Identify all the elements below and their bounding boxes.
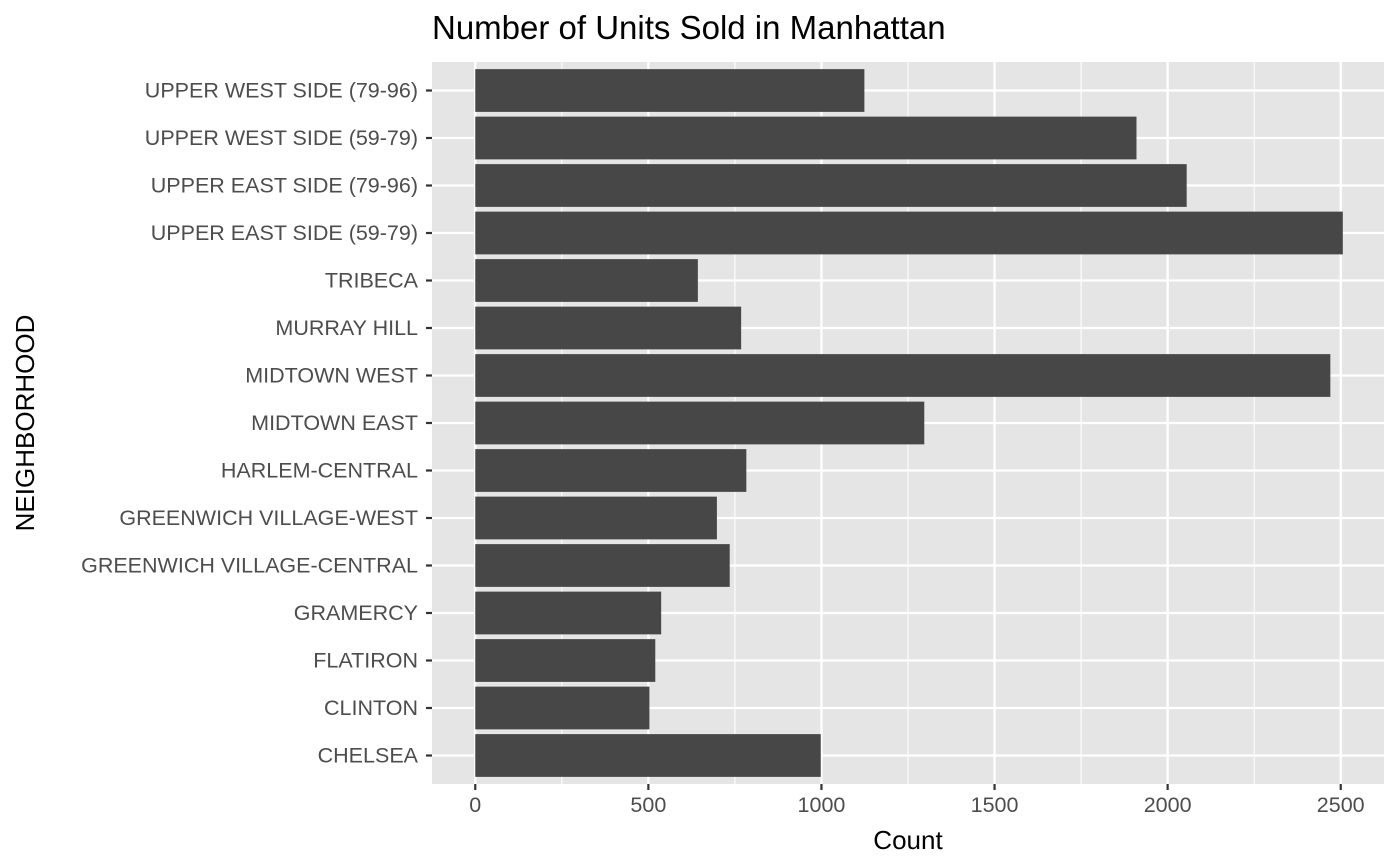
bar xyxy=(475,544,730,587)
bar xyxy=(475,116,1137,160)
bar xyxy=(475,496,717,540)
x-tick-label: 2000 xyxy=(1144,793,1192,817)
y-tick-label: GREENWICH VILLAGE-WEST xyxy=(119,506,418,530)
y-tick-label: MURRAY HILL xyxy=(275,316,418,340)
y-tick-label: UPPER WEST SIDE (59-79) xyxy=(145,126,418,150)
y-tick-label: GRAMERCY xyxy=(294,601,418,625)
x-tick-label: 500 xyxy=(630,793,666,817)
y-tick-label: HARLEM-CENTRAL xyxy=(221,459,418,483)
bar xyxy=(475,401,925,445)
y-tick-label: UPPER EAST SIDE (79-96) xyxy=(151,174,418,198)
bar xyxy=(475,591,662,635)
y-axis: CHELSEA CLINTON FLATIRON GRAMERCY GREENWICH … xyxy=(81,79,432,768)
bar xyxy=(475,734,821,777)
y-tick-label: GREENWICH VILLAGE-CENTRAL xyxy=(81,554,418,578)
x-tick-label: 0 xyxy=(469,793,481,817)
bar xyxy=(475,259,698,302)
bar xyxy=(475,69,865,112)
y-tick-label: TRIBECA xyxy=(325,269,419,293)
y-tick-label: UPPER EAST SIDE (59-79) xyxy=(151,221,418,245)
y-tick-label: UPPER WEST SIDE (79-96) xyxy=(145,79,418,103)
bar xyxy=(475,164,1187,207)
x-tick-label: 1000 xyxy=(798,793,846,817)
y-tick-label: CLINTON xyxy=(324,696,418,720)
chart-title: Number of Units Sold in Manhattan xyxy=(432,9,946,46)
x-tick-label: 2500 xyxy=(1317,793,1365,817)
bar xyxy=(475,354,1331,397)
x-axis-title: Count xyxy=(873,825,943,855)
bar xyxy=(475,211,1343,255)
bar xyxy=(475,449,747,492)
y-tick-label: CHELSEA xyxy=(318,744,419,768)
bars xyxy=(475,69,1343,777)
y-tick-label: FLATIRON xyxy=(313,649,418,673)
x-axis: 0 500 1000 1500 2000 2500 xyxy=(469,784,1365,817)
y-tick-label: MIDTOWN EAST xyxy=(251,411,418,435)
bar xyxy=(475,639,656,682)
x-tick-label: 1500 xyxy=(971,793,1019,817)
bar xyxy=(475,306,742,350)
y-axis-title: NEIGHBORHOOD xyxy=(10,315,40,532)
y-tick-label: MIDTOWN WEST xyxy=(245,364,418,388)
bar xyxy=(475,686,650,730)
